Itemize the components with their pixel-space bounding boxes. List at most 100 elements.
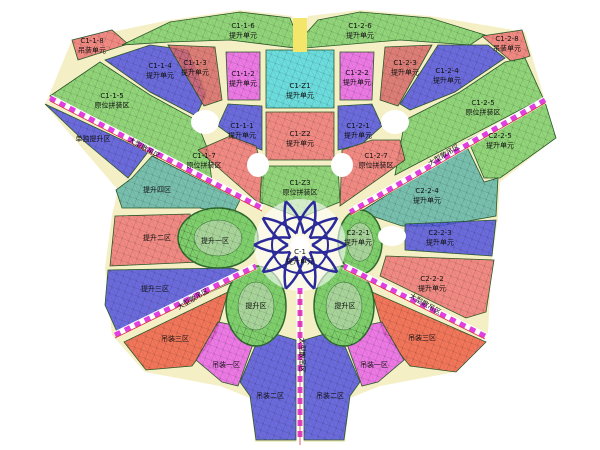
- zone-code: C1-Z2: [289, 130, 310, 138]
- zone-code: C2-2-4: [415, 187, 439, 195]
- zone-name: 提升二区: [143, 233, 171, 242]
- zone-label: C1-2-6 提升单元: [346, 22, 374, 40]
- zone-code: C2-2-5: [488, 132, 511, 140]
- zone-code: C1-1-3: [183, 59, 206, 67]
- zone-name: 提升单元: [286, 139, 314, 148]
- zone-label: 吊装一区: [212, 360, 240, 369]
- zone-name: 提升三区: [141, 284, 169, 293]
- band-edge-4: [343, 268, 486, 340]
- zone-name: 提升单元: [286, 91, 314, 100]
- region-c1-2-5-mesh: [395, 58, 543, 175]
- zone-name: 原位拼装区: [283, 188, 318, 197]
- zone-label: C1-2-2 提升单元: [343, 69, 371, 87]
- band-label: 大型散吊区: [298, 338, 307, 373]
- band-1: [48, 95, 264, 211]
- region-c1-1-7-mesh: [198, 136, 264, 206]
- opening-1: [191, 110, 219, 134]
- region-lift-2-mesh: [110, 214, 200, 266]
- zone-code: C2-2-3: [428, 229, 451, 237]
- band-edge-3: [114, 268, 257, 339]
- region-c1-2-4-mesh: [400, 45, 505, 110]
- zone-code: C1-1-4: [148, 62, 172, 70]
- zone-label: 吊装一区: [360, 360, 388, 369]
- band-2: [348, 97, 547, 215]
- zone-code: C-1: [294, 248, 306, 256]
- zone-code: C1-1-7: [192, 152, 215, 160]
- zone-label: C1-Z2 提升单元: [286, 130, 314, 148]
- region-c2-2-5-mesh: [468, 102, 556, 178]
- zone-name: 提升单元: [391, 68, 419, 77]
- zone-name: 提升单元: [229, 79, 257, 88]
- zone-name: 提升单元: [343, 78, 371, 87]
- region-c2-2-2-mesh: [380, 256, 494, 318]
- zone-code: C1-1-2: [231, 70, 254, 78]
- region-hoist-2-right-mesh: [304, 330, 360, 440]
- region-hoist-2-left-mesh: [240, 330, 296, 440]
- zone-name: 提升一区: [201, 236, 229, 245]
- zone-name: 提升区: [246, 301, 267, 310]
- region-c2-2-4-mesh: [360, 145, 498, 226]
- zone-name: 提升单元: [344, 238, 372, 247]
- region-c1-2-6-mesh: [302, 12, 485, 48]
- zone-label: 吊装二区: [256, 391, 284, 400]
- zone-label: C2-2-5 提升单元: [486, 132, 514, 150]
- center-star-network: [253, 199, 347, 291]
- zone-code: C1-2-7: [364, 152, 387, 160]
- zone-name: 吊装单元: [78, 46, 106, 55]
- zone-label: C1-1-4 提升单元: [146, 62, 174, 80]
- zone-label: C1-2-8 吊装单元: [493, 35, 521, 53]
- zone-name: 原位拼装区: [359, 161, 394, 170]
- zone-label: C1-1-3 提升单元: [181, 59, 209, 77]
- band-edge-2: [349, 102, 546, 216]
- center-opening: [291, 236, 309, 254]
- zone-name: 提升单元: [418, 284, 446, 293]
- zone-name: 单独提升区: [76, 134, 111, 143]
- band-edge-1: [49, 100, 263, 212]
- zone-code: C1-2-5: [471, 99, 494, 107]
- zone-label: C1-Z3 原位拼装区: [283, 179, 318, 197]
- zone-name: 原位拼装区: [187, 161, 222, 170]
- zone-name: 提升单元: [146, 71, 174, 80]
- region-hoist-3-right-mesh: [372, 292, 486, 372]
- region-lift-4-mesh: [116, 156, 240, 216]
- zone-code: C1-2-3: [393, 59, 416, 67]
- zone-name: 提升单元: [344, 131, 372, 140]
- zone-label: 吊装二区: [316, 391, 344, 400]
- zone-name: 提升单元: [286, 257, 314, 266]
- lobe-lift-left-mesh: [226, 266, 286, 346]
- zone-name: 提升单元: [486, 141, 514, 150]
- zone-name: 原位拼装区: [95, 101, 130, 110]
- region-c1-z1-mesh: [266, 50, 334, 108]
- zone-name: 提升单元: [228, 131, 256, 140]
- region-c1-1-8-mesh: [72, 30, 128, 60]
- zone-code: C1-2-1: [346, 122, 369, 130]
- zone-label: C1-2-3 提升单元: [391, 59, 419, 77]
- opening-5: [378, 226, 406, 246]
- zone-code: C1-1-5: [100, 92, 123, 100]
- zone-label: 提升四区: [143, 185, 171, 194]
- region-c1-1-3-mesh: [168, 45, 222, 106]
- region-c1-2-2-mesh: [340, 52, 374, 100]
- zone-label: C2-2-4 提升单元: [413, 187, 441, 205]
- region-c1-1-5-mesh: [50, 62, 212, 182]
- zone-code: C1-2-6: [348, 22, 372, 30]
- zone-name: 提升单元: [346, 31, 374, 40]
- region-solo-lift-mesh: [45, 104, 148, 178]
- opening-2: [381, 110, 409, 134]
- zone-name: 提升单元: [433, 76, 461, 85]
- zone-name: 原位拼装区: [466, 108, 501, 117]
- zone-code: C1-1-8: [80, 37, 103, 45]
- zone-label: 提升一区: [201, 236, 229, 245]
- opening-4: [331, 153, 353, 177]
- zone-label: 提升三区: [141, 284, 169, 293]
- zone-label: C2-2-3 提升单元: [426, 229, 454, 247]
- region-c1-z2-mesh: [266, 112, 334, 160]
- region-c1-1-1-mesh: [218, 104, 262, 150]
- zone-label: C1-1-2 提升单元: [229, 70, 257, 88]
- zone-name: 提升四区: [143, 185, 171, 194]
- zone-label: 提升二区: [143, 233, 171, 242]
- zone-name: 吊装单元: [493, 44, 521, 53]
- zone-label: 吊装三区: [161, 334, 189, 343]
- region-c2-2-3-mesh: [405, 220, 496, 256]
